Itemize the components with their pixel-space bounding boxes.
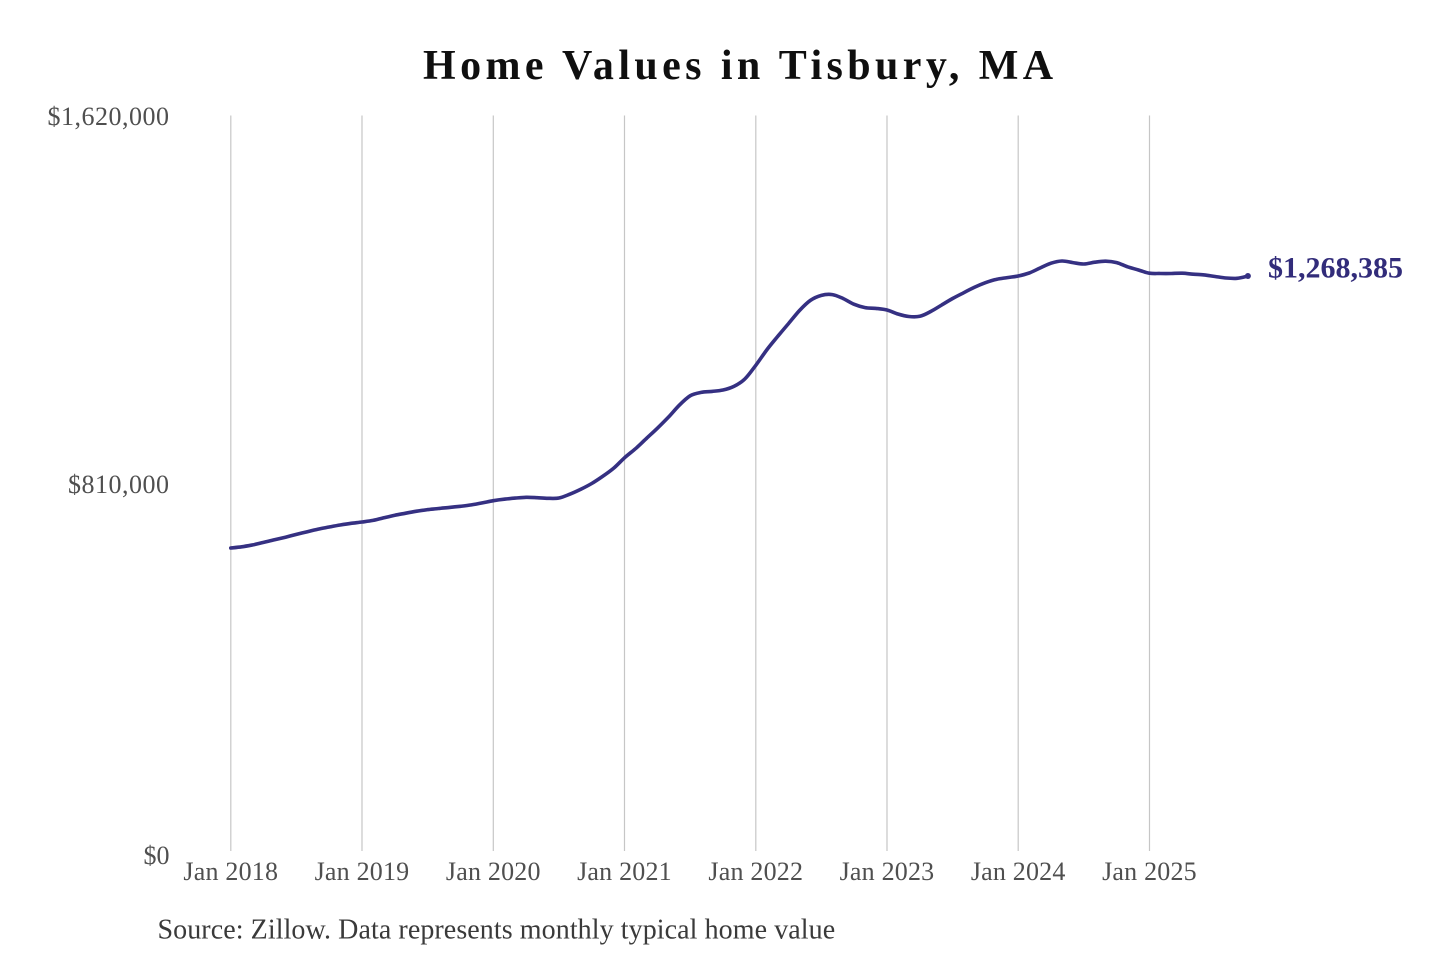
svg-text:$1,620,000: $1,620,000 [48, 102, 170, 131]
svg-text:Source: Zillow. Data represent: Source: Zillow. Data represents monthly … [158, 915, 836, 946]
svg-text:Jan 2021: Jan 2021 [577, 857, 672, 886]
svg-text:Jan 2022: Jan 2022 [708, 857, 803, 886]
svg-text:Jan 2025: Jan 2025 [1102, 857, 1197, 886]
svg-text:Jan 2020: Jan 2020 [446, 857, 541, 886]
svg-text:Jan 2019: Jan 2019 [315, 857, 410, 886]
svg-text:Jan 2024: Jan 2024 [971, 857, 1066, 886]
svg-text:Jan 2023: Jan 2023 [840, 857, 935, 886]
svg-text:Jan 2018: Jan 2018 [183, 857, 278, 886]
svg-text:$1,268,385: $1,268,385 [1268, 252, 1403, 285]
svg-text:$810,000: $810,000 [68, 470, 170, 499]
svg-text:Home Values in Tisbury, MA: Home Values in Tisbury, MA [423, 43, 1057, 89]
svg-text:$0: $0 [144, 841, 170, 870]
